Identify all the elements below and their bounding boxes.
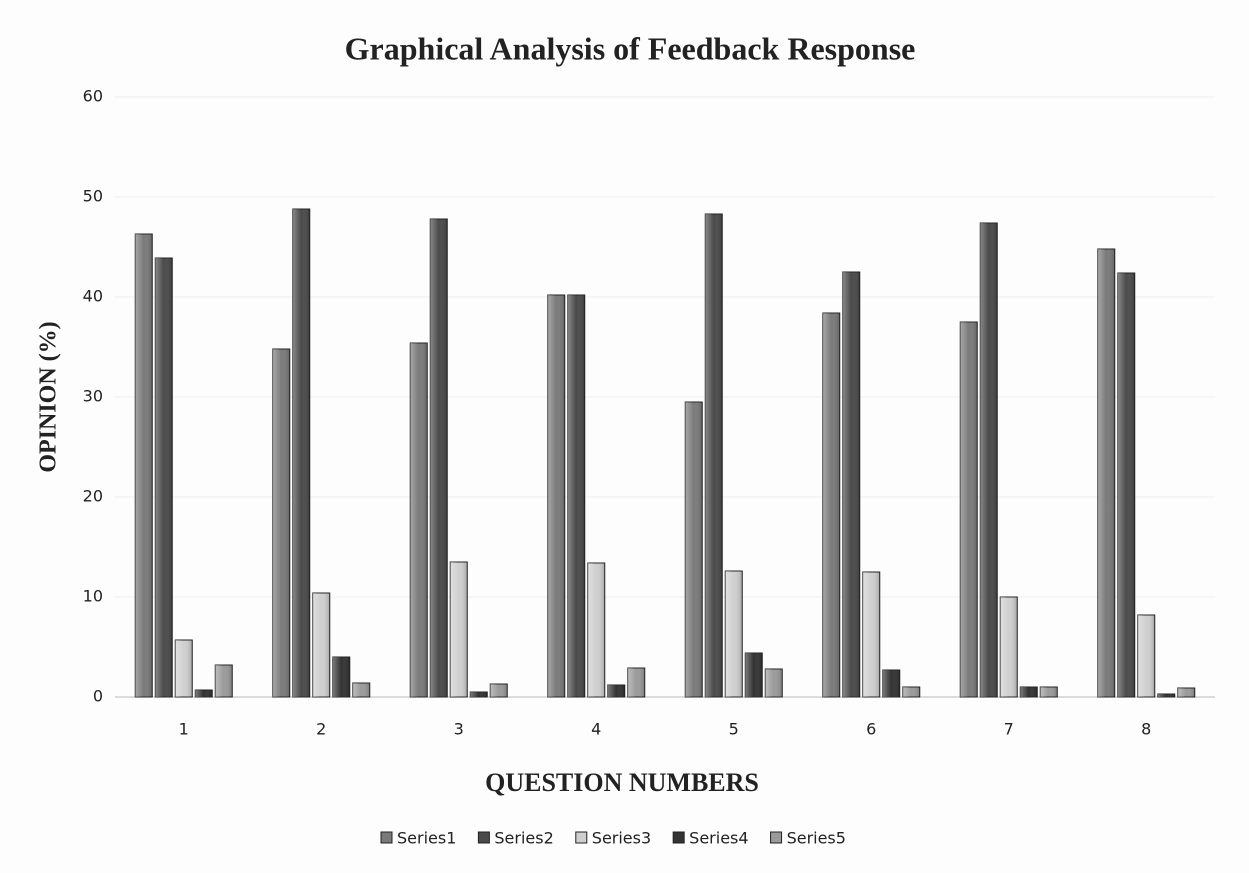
x-tick-label: 8 <box>1141 720 1151 739</box>
x-tick-label: 4 <box>591 720 601 739</box>
bar-sheen <box>1177 688 1195 697</box>
y-tick-label: 10 <box>83 587 103 606</box>
bar-sheen <box>195 690 213 697</box>
bar-sheen <box>882 670 900 697</box>
bar-sheen <box>215 665 233 697</box>
bar-sheen <box>292 209 310 697</box>
y-tick-label: 40 <box>83 287 103 306</box>
bar-sheen <box>1020 687 1038 697</box>
bar-sheen <box>725 571 743 697</box>
y-tick-label: 50 <box>83 187 103 206</box>
bar-sheen <box>175 640 193 697</box>
legend-label: Series1 <box>397 829 456 848</box>
bar-sheen <box>822 313 840 697</box>
y-tick-label: 30 <box>83 387 103 406</box>
x-tick-label: 2 <box>316 720 326 739</box>
bar-sheen <box>332 657 350 697</box>
bar-sheen <box>1097 249 1115 697</box>
bar-sheen <box>1157 694 1175 697</box>
legend-swatch <box>770 831 783 844</box>
bar-sheen <box>587 563 605 697</box>
legend-swatch <box>380 831 393 844</box>
legend-label: Series4 <box>689 829 748 848</box>
chart-title: Graphical Analysis of Feedback Response <box>345 30 916 66</box>
bar-sheen <box>745 653 763 697</box>
bar-sheen <box>705 214 723 697</box>
bar-sheen <box>430 219 448 697</box>
bar-sheen <box>1117 273 1135 697</box>
bar-sheen <box>842 272 860 697</box>
bar-sheen <box>765 669 783 697</box>
bar-sheen <box>960 322 978 697</box>
legend-swatch <box>672 831 685 844</box>
y-tick-label: 0 <box>93 687 103 706</box>
bar-sheen <box>862 572 880 697</box>
bar-sheen <box>450 562 468 697</box>
bar-sheen <box>902 687 920 697</box>
x-tick-label: 5 <box>729 720 739 739</box>
bar-sheen <box>135 234 153 697</box>
bar-sheen <box>1040 687 1058 697</box>
x-tick-label: 6 <box>866 720 876 739</box>
y-tick-label: 20 <box>83 487 103 506</box>
bar-sheen <box>607 685 625 697</box>
x-axis-title: QUESTION NUMBERS <box>485 768 759 797</box>
bar-sheen <box>470 692 488 697</box>
bar-sheen <box>1137 615 1155 697</box>
bar-sheen <box>1000 597 1018 697</box>
bar-sheen <box>155 258 173 697</box>
legend-label: Series2 <box>494 829 553 848</box>
bar-sheen <box>980 223 998 697</box>
bar-sheen <box>547 295 565 697</box>
y-axis-title: OPINION (%) <box>36 321 62 472</box>
x-tick-label: 1 <box>179 720 189 739</box>
legend-label: Series5 <box>787 829 846 848</box>
bar-sheen <box>567 295 585 697</box>
bar-sheen <box>272 349 290 697</box>
legend-label: Series3 <box>592 829 651 848</box>
bar-sheen <box>627 668 645 697</box>
legend-swatch <box>575 831 588 844</box>
bar-sheen <box>490 684 508 697</box>
x-tick-label: 7 <box>1004 720 1014 739</box>
y-tick-label: 60 <box>83 87 103 106</box>
x-tick-label: 3 <box>454 720 464 739</box>
bar-sheen <box>685 402 703 697</box>
bar-sheen <box>410 343 428 697</box>
bar-sheen <box>312 593 330 697</box>
bar-sheen <box>352 683 370 697</box>
legend-swatch <box>477 831 490 844</box>
